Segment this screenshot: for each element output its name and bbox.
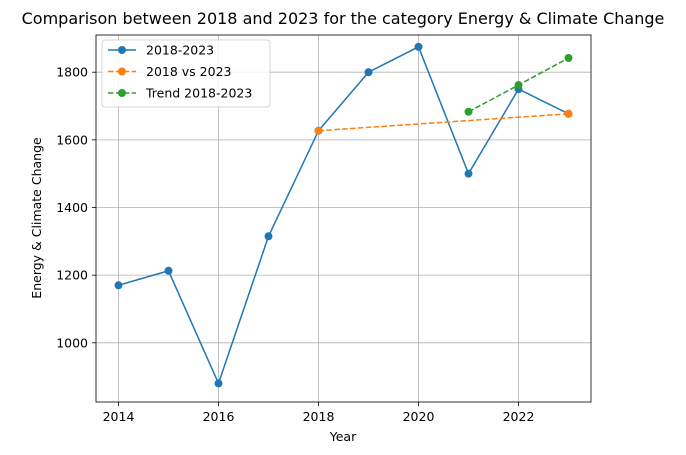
- data-point: [564, 54, 573, 63]
- data-point: [364, 68, 373, 77]
- y-tick-label: 1000: [56, 335, 88, 350]
- plot-frame: [95, 34, 592, 403]
- data-point: [564, 109, 573, 118]
- series-1: [114, 42, 573, 388]
- legend: 2018-2023 2018 vs 2023 Trend 2018-2023: [101, 39, 271, 108]
- x-tick-label: 2014: [103, 409, 135, 424]
- data-point: [314, 126, 323, 135]
- y-axis-label: Energy & Climate Change: [29, 137, 44, 299]
- data-point: [114, 281, 123, 290]
- x-axis-label: Year: [329, 429, 357, 444]
- legend-label: 2018-2023: [146, 43, 214, 58]
- legend-entry: Trend 2018-2023: [108, 86, 252, 101]
- x-tick-label: 2020: [403, 409, 435, 424]
- legend-entries: 2018-2023 2018 vs 2023 Trend 2018-2023: [108, 43, 252, 101]
- y-tick-label: 1600: [56, 132, 88, 147]
- x-tick-label: 2022: [503, 409, 535, 424]
- series-2: [314, 109, 573, 135]
- y-tick-label: 1400: [56, 200, 88, 215]
- chart-title: Comparison between 2018 and 2023 for the…: [22, 9, 665, 28]
- legend-box: [101, 39, 271, 108]
- data-point: [414, 42, 423, 51]
- legend-marker: [118, 46, 126, 54]
- data-point: [514, 81, 523, 90]
- legend-entry: 2018-2023: [108, 43, 214, 58]
- data-point: [464, 169, 473, 178]
- data-point: [164, 266, 173, 275]
- series-line: [318, 113, 569, 132]
- legend-label: Trend 2018-2023: [145, 86, 252, 101]
- x-axis: 2014 2016 2018 2020 2022: [103, 402, 535, 424]
- series-3: [464, 54, 573, 116]
- data-point: [464, 107, 473, 116]
- y-tick-label: 1200: [56, 268, 88, 283]
- legend-entry: 2018 vs 2023: [108, 64, 231, 79]
- data-point: [214, 379, 223, 388]
- data-point: [264, 232, 273, 241]
- x-tick-label: 2018: [303, 409, 335, 424]
- y-axis: 1000 1200 1400 1600 1800: [56, 65, 96, 350]
- series-layer: [114, 42, 573, 388]
- legend-label: 2018 vs 2023: [146, 64, 231, 79]
- legend-marker: [118, 89, 126, 97]
- x-tick-label: 2016: [203, 409, 235, 424]
- y-tick-label: 1800: [56, 65, 88, 80]
- series-line: [118, 45, 569, 386]
- legend-marker: [118, 67, 126, 76]
